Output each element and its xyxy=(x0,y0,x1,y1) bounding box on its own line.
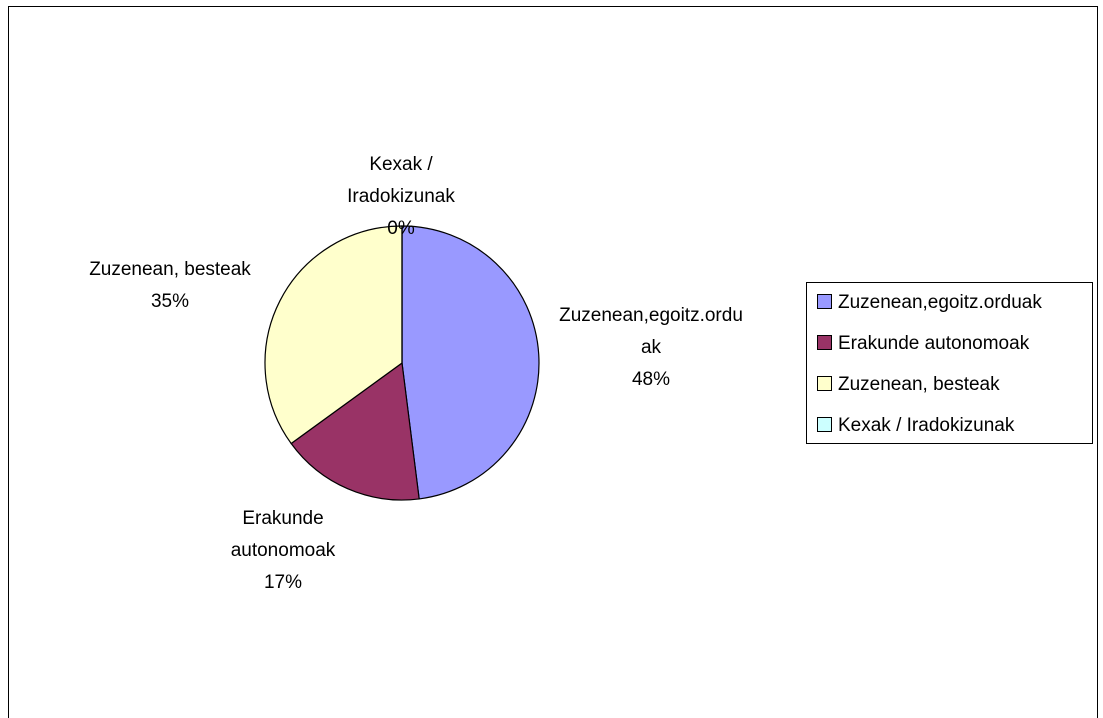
chart-frame xyxy=(8,6,1098,718)
legend-swatch xyxy=(817,294,832,309)
slice xyxy=(401,225,540,500)
legend: Zuzenean,egoitz.orduak Erakunde autonomoa… xyxy=(806,282,1093,444)
slice xyxy=(264,225,403,445)
legend-label: Zuzenean, besteak xyxy=(838,374,1000,395)
legend-entry: Zuzenean,egoitz.orduak xyxy=(817,291,1042,315)
data-label-category: Zuzenean, besteak xyxy=(89,259,251,280)
data-label: Kexak / Iradokizunak 0% xyxy=(331,149,471,245)
legend-label: Erakunde autonomoak xyxy=(838,333,1030,354)
data-label-value: 0% xyxy=(387,218,415,239)
data-label-value: 35% xyxy=(150,291,190,312)
legend-label: Kexak / Iradokizunak xyxy=(838,415,1015,436)
legend-entry: Zuzenean, besteak xyxy=(817,373,1000,397)
data-label-value: 48% xyxy=(631,369,671,390)
data-label-value: 17% xyxy=(263,572,303,593)
data-label: Erakunde autonomoak 17% xyxy=(208,503,358,599)
data-label: Zuzenean, besteak 35% xyxy=(40,254,300,318)
data-label-category: Kexak / Iradokizunak xyxy=(347,154,455,207)
legend-entry: Erakunde autonomoak xyxy=(817,332,1029,356)
slice xyxy=(290,361,420,501)
legend-entry: Kexak / Iradokizunak xyxy=(817,414,1014,438)
legend-swatch xyxy=(817,376,832,391)
legend-swatch xyxy=(817,417,832,432)
legend-label: Zuzenean,egoitz.orduak xyxy=(838,292,1042,313)
data-label: Zuzenean,egoitz.orduak 48% xyxy=(559,300,744,396)
data-label-category: Zuzenean,egoitz.orduak xyxy=(559,305,743,358)
data-label-category: Erakunde autonomoak xyxy=(230,508,336,561)
legend-swatch xyxy=(817,335,832,350)
